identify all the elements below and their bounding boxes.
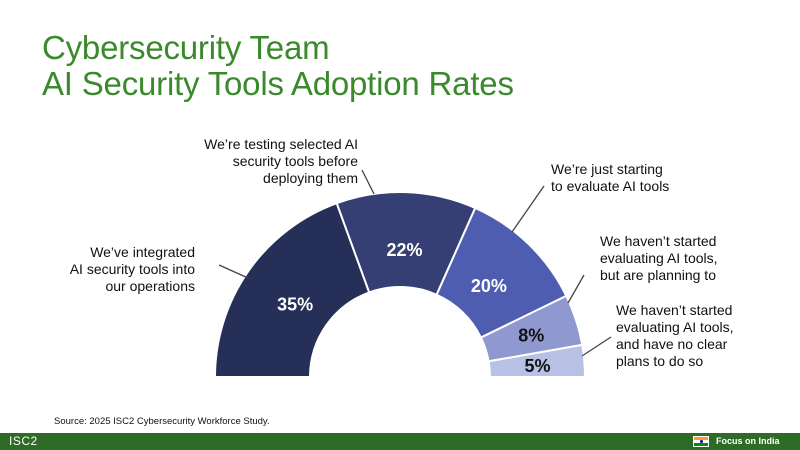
leader-line <box>581 336 612 357</box>
slice-value-label: 5% <box>524 356 550 376</box>
title-line-1: Cybersecurity Team <box>42 29 330 66</box>
slice-value-label: 8% <box>518 325 544 345</box>
label-planning: We haven’t started evaluating AI tools, … <box>600 233 718 283</box>
slice-value-label: 35% <box>277 295 313 315</box>
slice-integrated <box>213 201 371 378</box>
leader-line <box>218 264 249 279</box>
page-title: Cybersecurity Team AI Security Tools Ado… <box>42 30 514 102</box>
footer-bar: ISC2 Focus on India <box>0 433 800 450</box>
india-flag-icon <box>693 436 709 447</box>
isc2-logo: ISC2 <box>9 434 38 448</box>
region-label: Focus on India <box>716 436 780 446</box>
source-note: Source: 2025 ISC2 Cybersecurity Workforc… <box>54 416 270 427</box>
leader-line <box>567 274 585 304</box>
label-no-plans: We haven’t started evaluating AI tools, … <box>616 302 734 369</box>
leader-line <box>511 185 545 233</box>
label-starting: We’re just starting to evaluate AI tools <box>551 161 670 194</box>
label-integrated: We’ve integrated AI security tools into … <box>69 244 195 294</box>
leader-line <box>361 169 375 195</box>
slice-value-label: 20% <box>471 276 507 296</box>
slice-value-label: 22% <box>386 240 422 260</box>
title-line-2: AI Security Tools Adoption Rates <box>42 65 514 102</box>
label-testing: We’re testing selected AI security tools… <box>204 136 358 186</box>
